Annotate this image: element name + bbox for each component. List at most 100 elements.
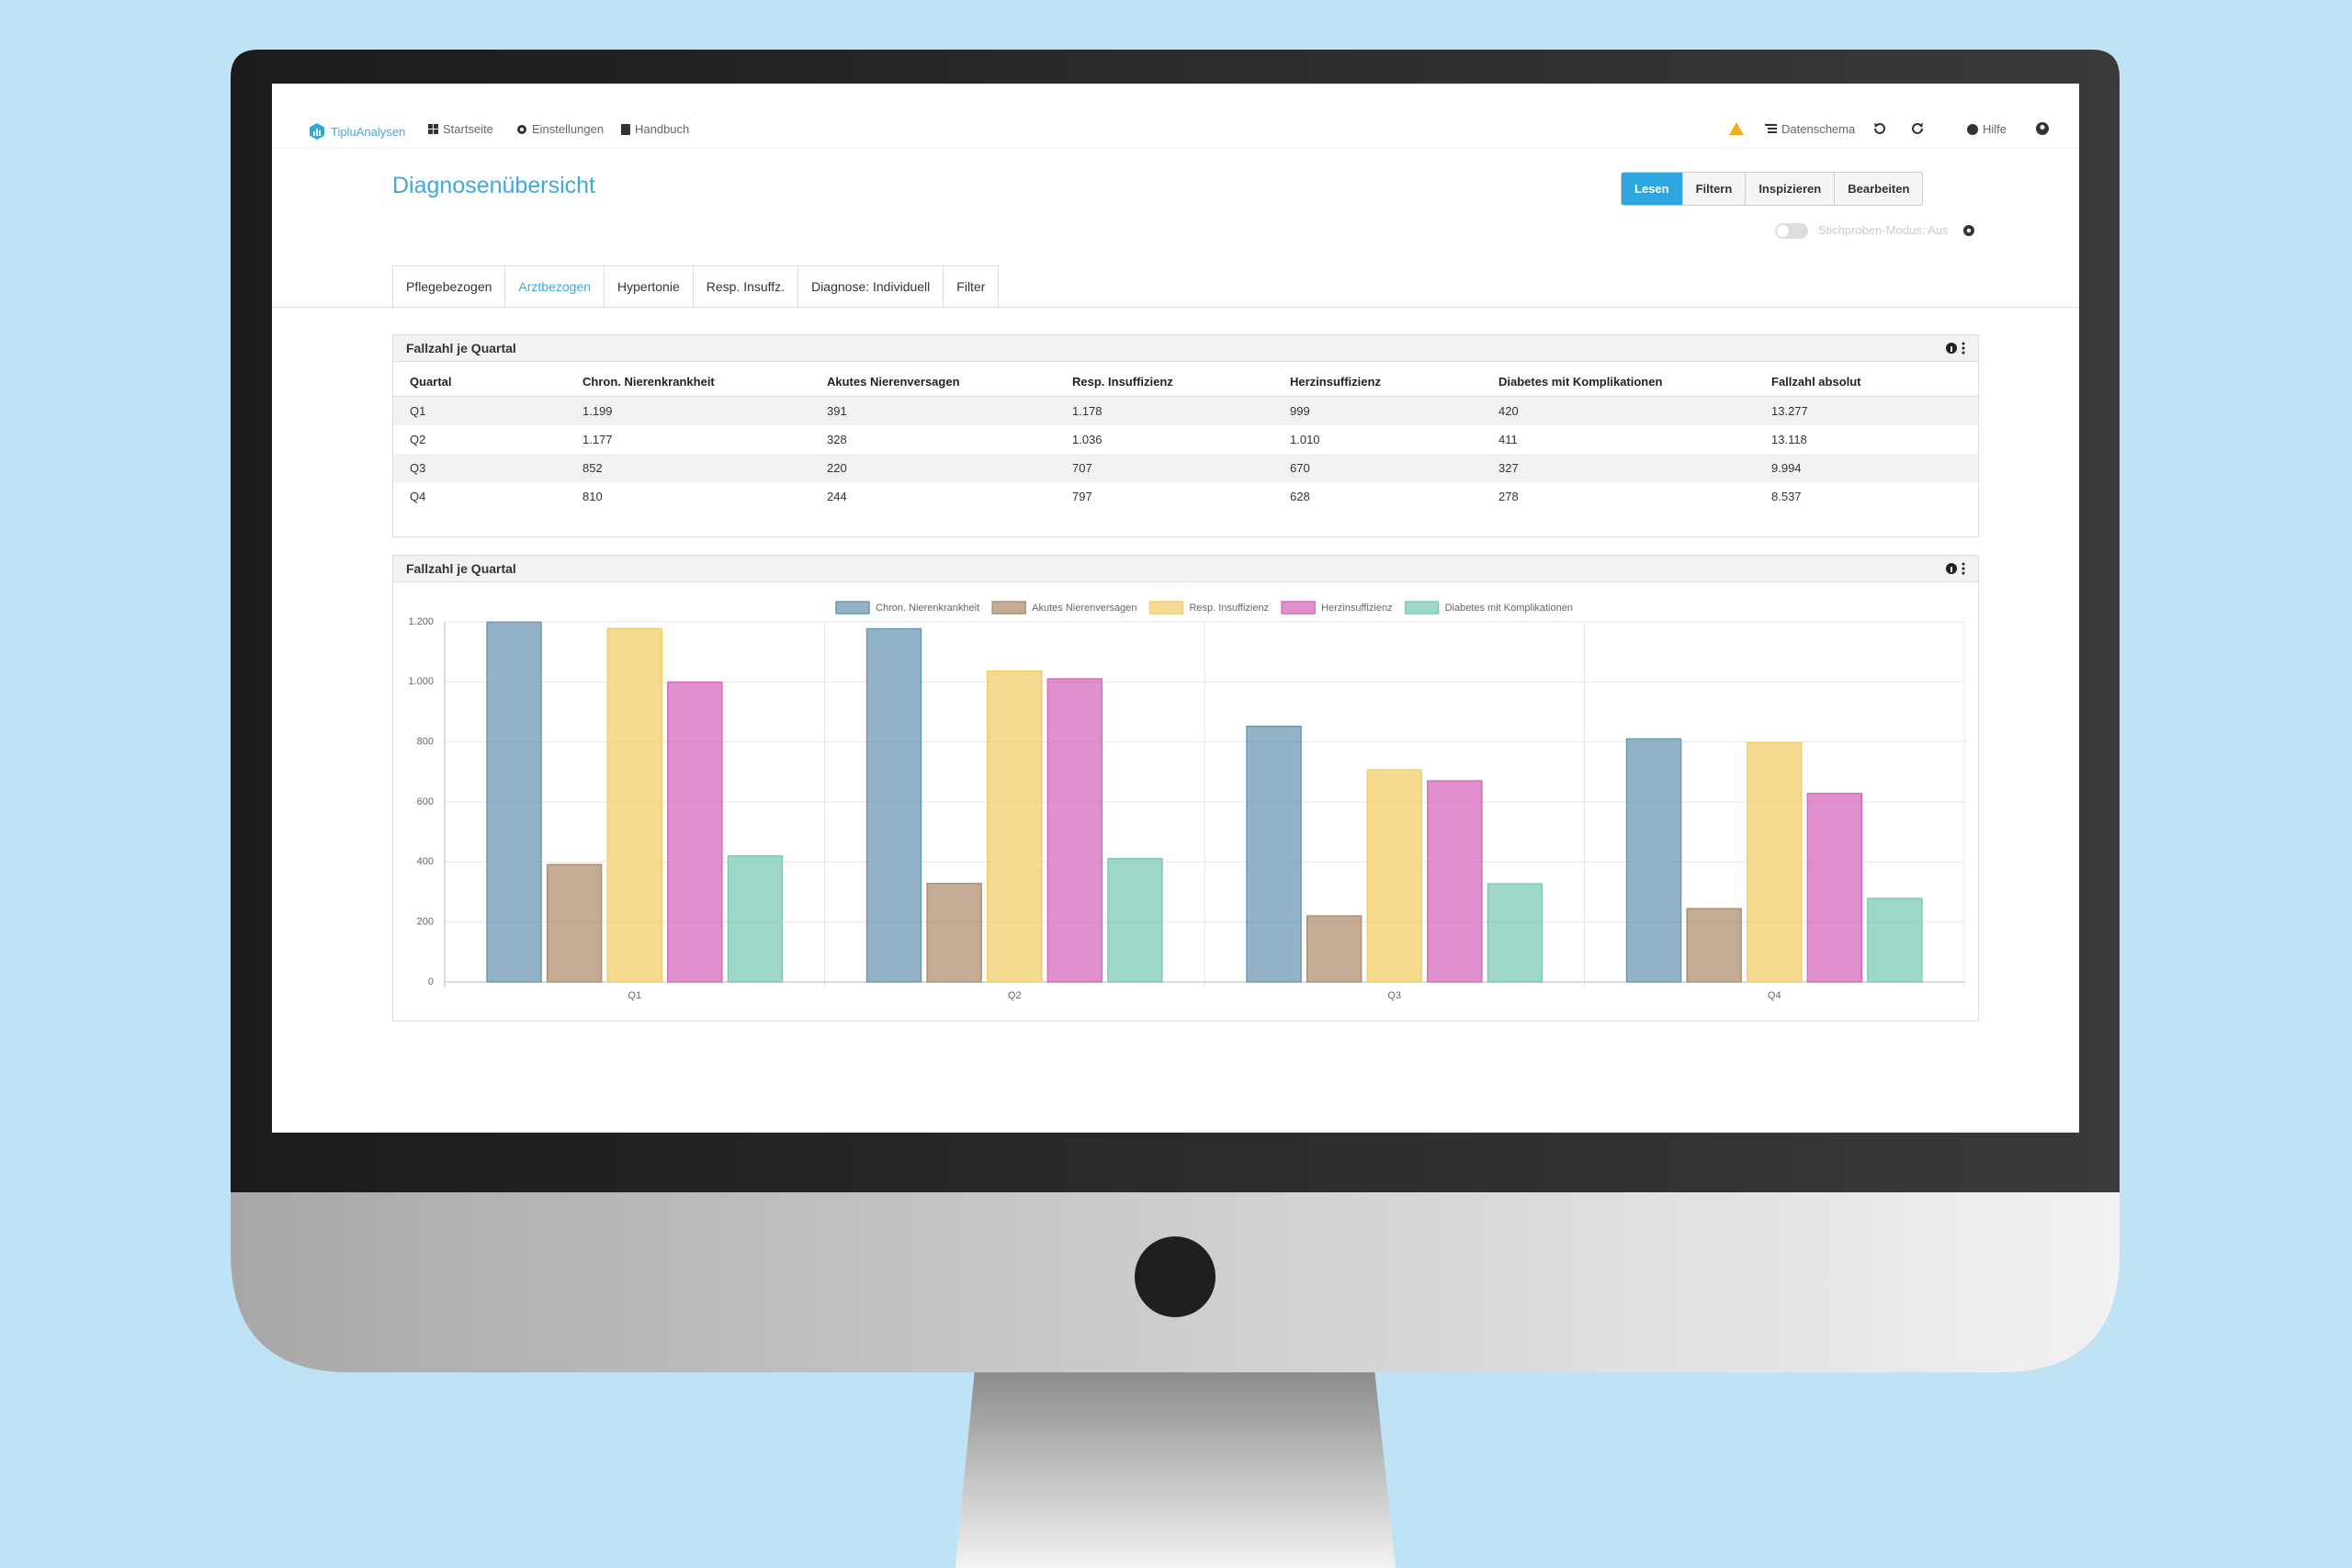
table-cell: 1.178 bbox=[1072, 404, 1102, 418]
icon bbox=[2036, 122, 2049, 135]
toggle[interactable] bbox=[1775, 223, 1808, 239]
brand[interactable]: TipluAnalysen bbox=[308, 122, 405, 141]
icon bbox=[428, 124, 438, 134]
tab[interactable]: Resp. Insuffz. bbox=[692, 265, 799, 307]
warning[interactable] bbox=[1729, 122, 1744, 135]
table-cell: Q4 bbox=[410, 490, 426, 503]
user[interactable] bbox=[2036, 122, 2049, 135]
bar bbox=[1487, 883, 1544, 983]
settings-icon[interactable] bbox=[1962, 224, 1975, 237]
mode-buttons: Lesen Filtern Inspizieren Bearbeiten bbox=[1621, 172, 1924, 206]
mode-button[interactable]: Lesen bbox=[1622, 173, 1682, 205]
table-cell: 999 bbox=[1290, 404, 1310, 418]
tab[interactable]: Pflegebezogen bbox=[392, 265, 506, 307]
table-cell: 1.036 bbox=[1072, 433, 1102, 446]
undo[interactable] bbox=[1872, 122, 1885, 135]
nav-text: Handbuch bbox=[635, 122, 690, 136]
chart-panel: Fallzahl je Quartal bbox=[392, 555, 1979, 1021]
tab-line bbox=[272, 307, 2079, 308]
column-header[interactable]: Quartal bbox=[410, 375, 452, 389]
mode-button[interactable]: Inspizieren bbox=[1745, 173, 1835, 205]
y-tick-label: 200 bbox=[417, 917, 434, 928]
y-tick-label: 0 bbox=[428, 976, 434, 987]
column-header[interactable]: Chron. Nierenkrankheit bbox=[582, 375, 715, 389]
table-cell: 810 bbox=[582, 490, 603, 503]
sample-mode: Stichproben-Modus: Aus bbox=[1818, 223, 1949, 237]
table-cell: Q2 bbox=[410, 433, 426, 446]
legend-label: Chron. Nierenkrankheit bbox=[876, 603, 979, 614]
bar bbox=[606, 627, 662, 983]
table-cell: 852 bbox=[582, 461, 603, 475]
icon bbox=[1967, 123, 1978, 135]
nav-item[interactable]: Handbuch bbox=[621, 122, 689, 136]
bar bbox=[546, 863, 603, 983]
page-title: Diagnosenübersicht bbox=[392, 173, 595, 198]
bar bbox=[1107, 857, 1163, 983]
table-cell: 9.994 bbox=[1771, 461, 1802, 475]
bar-chart: 0 200 400 600 800 1.000 1.200 Q1 Q2 Q3 Q4 Chron. Ni… bbox=[408, 601, 1965, 1001]
brand-text: TipluAnalysen bbox=[331, 124, 406, 139]
brand-icon bbox=[310, 123, 324, 140]
y-tick-label: 400 bbox=[417, 856, 434, 867]
y-tick-label: 1.000 bbox=[408, 676, 434, 687]
panel-title: Fallzahl je Quartal bbox=[406, 561, 516, 576]
y-tick-label: 800 bbox=[417, 737, 434, 748]
column-header[interactable]: Akutes Nierenversagen bbox=[827, 375, 960, 389]
bar bbox=[1867, 897, 1923, 983]
bar bbox=[926, 883, 982, 983]
mode-button[interactable]: Bearbeiten bbox=[1834, 173, 1923, 205]
nav-item[interactable]: Datenschema bbox=[1765, 122, 1855, 136]
table-cell: 327 bbox=[1498, 461, 1519, 475]
legend-label: Resp. Insuffizienz bbox=[1189, 603, 1269, 614]
bar bbox=[1366, 769, 1422, 983]
table-cell: 244 bbox=[827, 490, 847, 503]
panel-icons[interactable] bbox=[1945, 342, 1969, 355]
column-header[interactable]: Resp. Insuffizienz bbox=[1072, 375, 1173, 389]
nav-item[interactable]: Einstellungen bbox=[516, 122, 604, 136]
nav-item[interactable]: Hilfe bbox=[1967, 122, 2007, 136]
tabs: Pflegebezogen Arztbezogen Hypertonie Resp. … bbox=[392, 265, 1000, 307]
nav-text: Hilfe bbox=[1983, 122, 2007, 136]
panel-header: Fallzahl je Quartal bbox=[393, 556, 1978, 582]
legend-label: Akutes Nierenversagen bbox=[1032, 603, 1136, 614]
tab[interactable]: Arztbezogen bbox=[504, 265, 605, 307]
bar bbox=[1806, 793, 1863, 983]
table-cell: 1.199 bbox=[582, 404, 613, 418]
header-rule bbox=[393, 396, 1978, 397]
nav-item[interactable]: Startseite bbox=[428, 122, 493, 136]
nav-text: Startseite bbox=[443, 122, 493, 136]
redo[interactable] bbox=[1912, 122, 1925, 135]
legend-swatch bbox=[1148, 601, 1184, 615]
x-tick-label: Q4 bbox=[1768, 990, 1781, 1001]
column-header[interactable]: Diabetes mit Komplikationen bbox=[1498, 375, 1663, 389]
legend-label: Diabetes mit Komplikationen bbox=[1445, 603, 1573, 614]
column-header[interactable]: Fallzahl absolut bbox=[1771, 375, 1861, 389]
table-cell: 278 bbox=[1498, 490, 1519, 503]
tab[interactable]: Diagnose: Individuell bbox=[797, 265, 944, 307]
legend-swatch bbox=[835, 601, 870, 615]
table-cell: 797 bbox=[1072, 490, 1092, 503]
icon bbox=[1765, 124, 1777, 133]
screen: TipluAnalysen Startseite Einstellungen H… bbox=[272, 84, 2079, 1133]
table-cell: 13.118 bbox=[1771, 433, 1807, 446]
panel-icons[interactable] bbox=[1945, 562, 1969, 575]
logo bbox=[1135, 1236, 1216, 1317]
table-cell: 707 bbox=[1072, 461, 1092, 475]
bar bbox=[486, 621, 542, 983]
row-background bbox=[393, 397, 1978, 425]
table-cell: 391 bbox=[827, 404, 847, 418]
icon bbox=[1874, 123, 1885, 134]
y-tick-label: 1.200 bbox=[408, 616, 434, 627]
table-cell: 8.537 bbox=[1771, 490, 1802, 503]
nav-text: Einstellungen bbox=[532, 122, 605, 136]
bar bbox=[1246, 725, 1302, 983]
column-header[interactable]: Herzinsuffizienz bbox=[1290, 375, 1381, 389]
tab[interactable]: Filter bbox=[943, 265, 1000, 307]
x-tick-label: Q3 bbox=[1387, 990, 1401, 1001]
mode-button[interactable]: Filtern bbox=[1681, 173, 1746, 205]
table-panel: Fallzahl je Quartal Quartal Chron. Nieren… bbox=[392, 334, 1979, 537]
legend: Chron. Nierenkrankheit Akutes Nierenversa… bbox=[835, 601, 1573, 615]
table-cell: 220 bbox=[827, 461, 847, 475]
nav-text: Datenschema bbox=[1781, 122, 1856, 136]
